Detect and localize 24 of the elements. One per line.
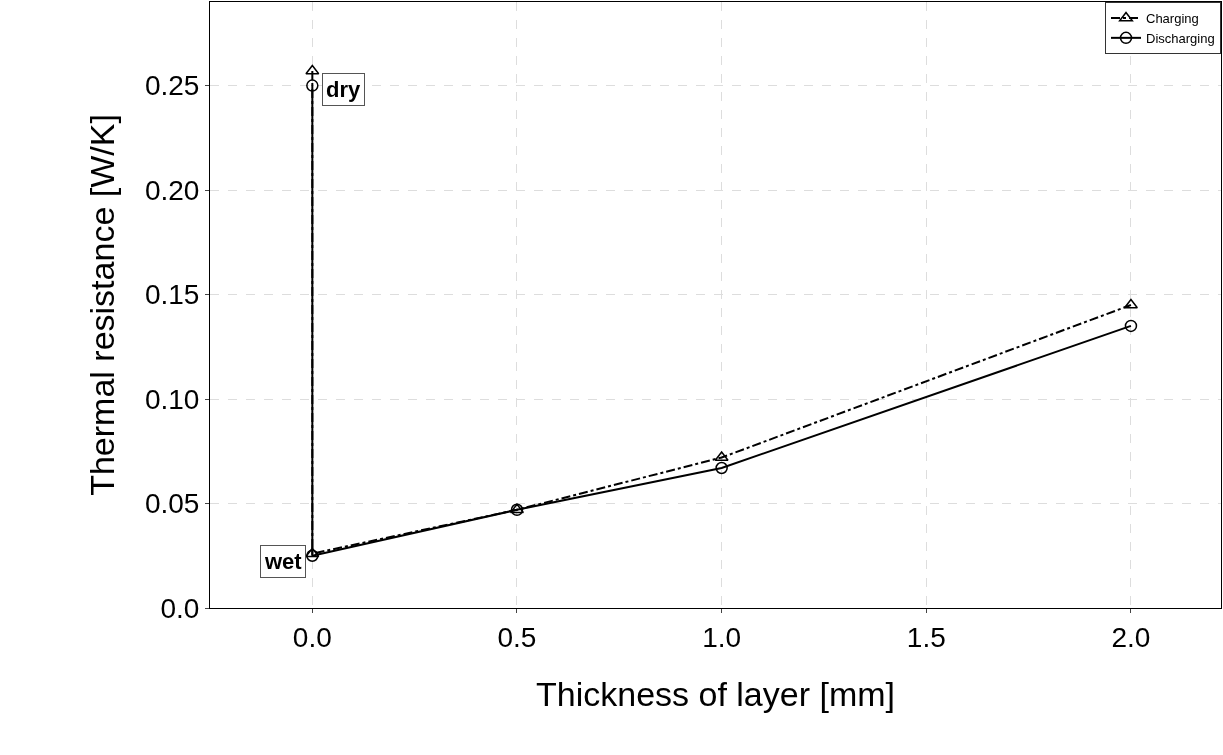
x-tick-label: 2.0 bbox=[1111, 621, 1151, 653]
x-tick-label: 1.0 bbox=[702, 621, 742, 653]
point bbox=[306, 549, 319, 563]
legend-label: Discharging bbox=[1146, 30, 1215, 46]
point bbox=[305, 64, 320, 75]
point bbox=[306, 79, 319, 92]
annotation: dry bbox=[326, 77, 361, 102]
point bbox=[714, 451, 729, 462]
x-tick-label: 0.5 bbox=[497, 621, 537, 653]
x-tick-label: 1.5 bbox=[906, 621, 946, 653]
point bbox=[305, 547, 320, 558]
x-axis-title: Thickness of layer [mm] bbox=[536, 674, 895, 713]
y-tick-label: 0.10 bbox=[144, 383, 200, 415]
y-tick-label: 0.20 bbox=[144, 174, 200, 206]
annotation: wet bbox=[264, 549, 303, 574]
y-tick-label: 0.05 bbox=[144, 488, 200, 520]
legend-label: Charging bbox=[1146, 11, 1199, 27]
y-axis-title: Thermal resistance [W/K] bbox=[82, 114, 121, 496]
point bbox=[715, 461, 728, 475]
y-tick-label: 0.0 bbox=[160, 592, 200, 624]
y-tick-label: 0.15 bbox=[144, 279, 200, 311]
y-tick-label: 0.25 bbox=[144, 70, 200, 102]
point bbox=[1124, 319, 1138, 333]
x-tick-label: 0.0 bbox=[292, 621, 332, 653]
